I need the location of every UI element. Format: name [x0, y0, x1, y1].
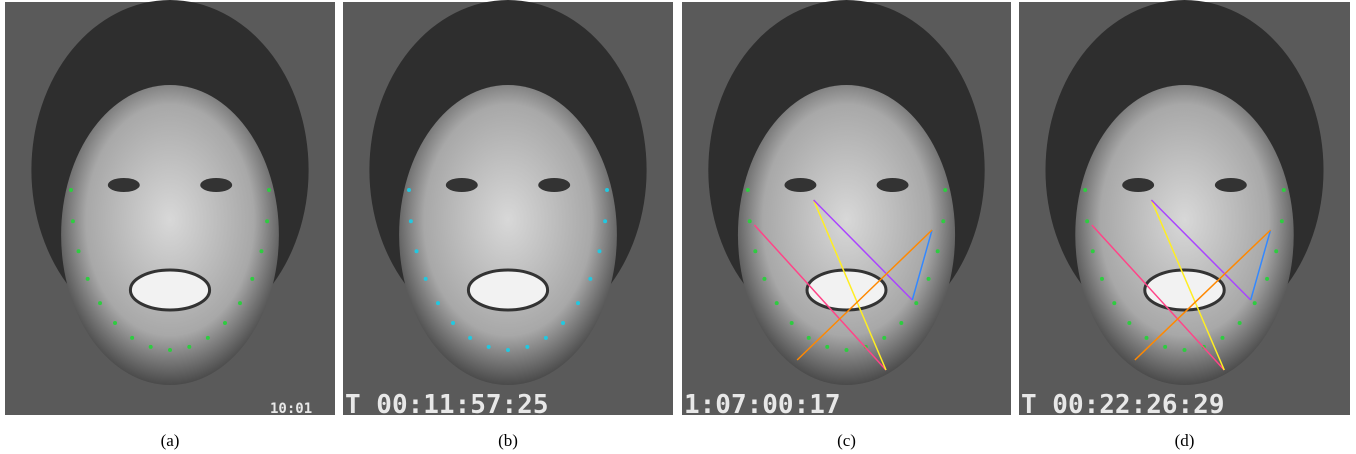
landmark	[1238, 321, 1242, 325]
mouth	[468, 270, 547, 310]
landmark	[265, 219, 269, 223]
landmark	[807, 336, 811, 340]
eye	[1122, 178, 1154, 192]
landmark	[603, 219, 607, 223]
landmark	[424, 277, 428, 281]
landmark	[775, 301, 779, 305]
landmark	[576, 301, 580, 305]
panel: 1:07:00:17 (c)	[682, 0, 1011, 450]
landmark	[561, 321, 565, 325]
caption: (a)	[161, 431, 180, 450]
landmark	[69, 188, 73, 192]
timecode: T 00:22:26:29	[1021, 390, 1225, 420]
landmark	[762, 277, 766, 281]
mouth	[130, 270, 209, 310]
timecode: T 00:11:57:25	[345, 390, 549, 420]
landmark	[1163, 345, 1167, 349]
landmark	[914, 301, 918, 305]
landmark	[1085, 219, 1089, 223]
landmark	[1144, 336, 1148, 340]
landmark	[1253, 301, 1257, 305]
panel: T 00:11:57:25 (b)	[343, 0, 673, 450]
timecode: 10:01	[270, 401, 312, 417]
landmark	[250, 277, 254, 281]
eye	[1215, 178, 1247, 192]
caption: (c)	[837, 431, 856, 450]
landmark	[748, 219, 752, 223]
landmark	[187, 345, 191, 349]
eye	[538, 178, 570, 192]
landmark	[1083, 188, 1087, 192]
landmark	[588, 277, 592, 281]
landmark	[223, 321, 227, 325]
landmark	[1112, 301, 1116, 305]
landmark	[130, 336, 134, 340]
landmark	[845, 348, 849, 352]
eye	[784, 178, 816, 192]
landmark	[86, 277, 90, 281]
landmark	[168, 348, 172, 352]
landmark	[1091, 249, 1095, 253]
landmark	[238, 301, 242, 305]
caption: (d)	[1175, 431, 1195, 450]
eye	[877, 178, 909, 192]
landmark	[943, 188, 947, 192]
landmark	[1274, 249, 1278, 253]
landmark	[407, 188, 411, 192]
landmark	[71, 219, 75, 223]
landmark	[1100, 277, 1104, 281]
landmark	[267, 188, 271, 192]
landmark	[936, 249, 940, 253]
landmark	[882, 336, 886, 340]
landmark	[506, 348, 510, 352]
landmark	[415, 249, 419, 253]
landmark	[98, 301, 102, 305]
landmark	[927, 277, 931, 281]
face	[399, 85, 617, 385]
landmark	[753, 249, 757, 253]
landmark	[409, 219, 413, 223]
landmark	[1265, 277, 1269, 281]
landmark	[436, 301, 440, 305]
landmark	[1282, 188, 1286, 192]
landmark	[206, 336, 210, 340]
landmark	[113, 321, 117, 325]
landmark	[899, 321, 903, 325]
landmark	[941, 219, 945, 223]
face	[1075, 85, 1293, 385]
panel: T 00:22:26:29 (d)	[1019, 0, 1350, 450]
landmark	[790, 321, 794, 325]
eye	[108, 178, 140, 192]
landmark	[1221, 336, 1225, 340]
landmark	[597, 249, 601, 253]
landmark	[746, 188, 750, 192]
panel: 10:01 (a)	[5, 0, 335, 450]
caption: (b)	[498, 431, 518, 450]
eye	[200, 178, 232, 192]
landmark	[825, 345, 829, 349]
eye	[446, 178, 478, 192]
landmark	[1183, 348, 1187, 352]
figure: 10:01 (a) T 00:11:57:25 (b) 1:07:00:17 (c) T 0…	[0, 0, 1356, 454]
face	[738, 85, 955, 385]
landmark	[487, 345, 491, 349]
landmark	[525, 345, 529, 349]
landmark	[1280, 219, 1284, 223]
landmark	[1127, 321, 1131, 325]
landmark	[149, 345, 153, 349]
landmark	[544, 336, 548, 340]
landmark	[451, 321, 455, 325]
timecode: 1:07:00:17	[684, 390, 841, 420]
landmark	[605, 188, 609, 192]
landmark	[77, 249, 81, 253]
landmark	[468, 336, 472, 340]
face	[61, 85, 279, 385]
landmark	[259, 249, 263, 253]
